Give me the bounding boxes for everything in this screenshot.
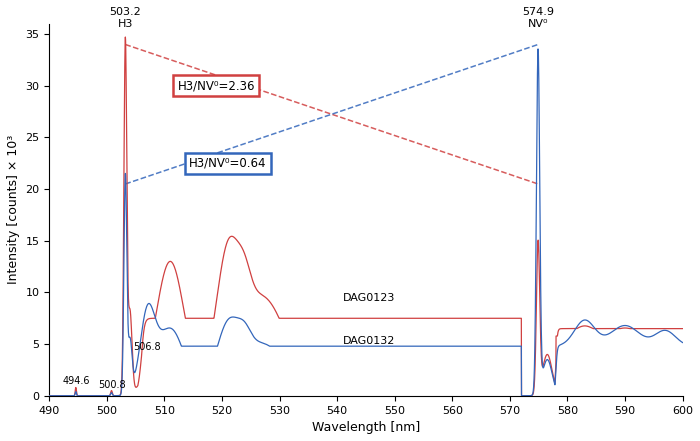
X-axis label: Wavelength [nm]: Wavelength [nm] — [312, 421, 420, 434]
Text: 503.2
H3: 503.2 H3 — [109, 7, 141, 29]
Text: 500.8: 500.8 — [98, 380, 125, 389]
Text: 574.9
NV⁰: 574.9 NV⁰ — [522, 7, 554, 29]
Text: 494.6: 494.6 — [62, 377, 90, 386]
Text: H3/NV⁰=2.36: H3/NV⁰=2.36 — [178, 79, 255, 92]
Y-axis label: Intensity [counts] × 10³: Intensity [counts] × 10³ — [7, 135, 20, 284]
Text: DAG0123: DAG0123 — [343, 293, 396, 303]
Text: 506.8: 506.8 — [134, 342, 161, 352]
Text: DAG0132: DAG0132 — [343, 336, 396, 346]
Text: H3/NV⁰=0.64: H3/NV⁰=0.64 — [189, 157, 267, 170]
